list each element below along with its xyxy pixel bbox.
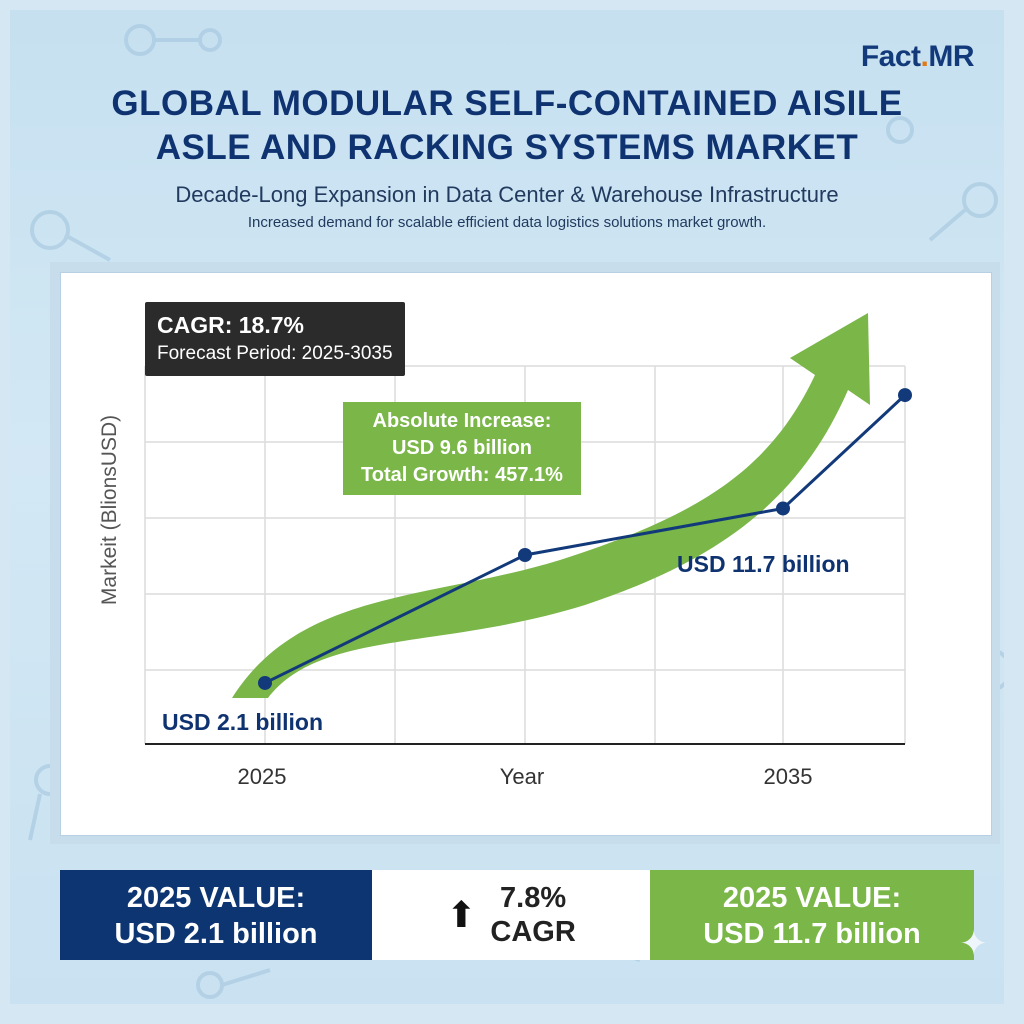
x-tick-label: Year: [500, 764, 544, 789]
growth-arrow: [232, 313, 870, 698]
x-tick-label: 2035: [764, 764, 813, 789]
start-value-card-value: USD 2.1 billion: [114, 918, 318, 950]
page-title: GLOBAL MODULAR SELF-CONTAINED AISILE ASL…: [10, 82, 1004, 170]
data-point: [898, 388, 912, 403]
series-line: [264, 393, 907, 685]
forecast-period-text: Forecast Period: 2025-3035: [157, 343, 393, 364]
end-value-card-value: USD 11.7 billion: [703, 918, 921, 950]
data-point: [518, 548, 532, 562]
sparkle-icon: ✦: [959, 925, 989, 963]
start-value-label: USD 2.1 billion: [162, 709, 323, 735]
x-tick-labels: 2025 Year 2035: [238, 764, 813, 789]
start-value-card: 2025 VALUE: USD 2.1 billion: [60, 870, 372, 960]
cagr-card-label: CAGR: [490, 916, 576, 948]
end-value-card: 2025 VALUE: USD 11.7 billion: [650, 870, 974, 960]
series-points: [258, 388, 912, 690]
cagr-card-value: 7.8%: [500, 882, 567, 914]
page-subtitle: Decade-Long Expansion in Data Center & W…: [175, 182, 839, 207]
cagr-callout: CAGR: 18.7% Forecast Period: 2025-3035: [145, 302, 405, 376]
market-chart: Markeit (BlionsUSD) 2025 Year 2035 USD 2.1…: [98, 313, 912, 789]
cagr-text: CAGR: 18.7%: [157, 312, 304, 338]
end-value-card-label: 2025 VALUE:: [722, 882, 902, 914]
up-arrow-icon: ⬆: [446, 894, 477, 935]
summary-footer: 2025 VALUE: USD 2.1 billion ⬆ 7.8% CAGR …: [60, 870, 974, 960]
data-point: [776, 501, 790, 516]
page-tagline: Increased demand for scalable efficient …: [247, 214, 767, 231]
cagr-card: ⬆ 7.8% CAGR: [372, 870, 650, 960]
y-axis-label: Markeit (BlionsUSD): [98, 415, 121, 605]
data-point: [258, 675, 272, 690]
absolute-increase-label: Absolute Increase:: [372, 410, 552, 432]
total-growth-text: Total Growth: 457.1%: [361, 464, 563, 486]
start-value-card-label: 2025 VALUE:: [126, 882, 306, 914]
end-value-label: USD 11.7 billion: [677, 551, 850, 577]
factmr-logo: Fact.MR: [860, 40, 975, 73]
infographic-frame: Fact.MR GLOBAL MODULAR SELF-CONTAINED AI…: [10, 10, 1004, 1004]
x-tick-label: 2025: [238, 764, 287, 789]
title-line-2: ASLE AND RACKING SYSTEMS MARKET: [155, 128, 859, 167]
absolute-increase-callout: Absolute Increase: USD 9.6 billion Total…: [343, 402, 581, 495]
title-line-1: GLOBAL MODULAR SELF-CONTAINED AISILE: [111, 84, 903, 123]
absolute-increase-value: USD 9.6 billion: [391, 437, 533, 459]
